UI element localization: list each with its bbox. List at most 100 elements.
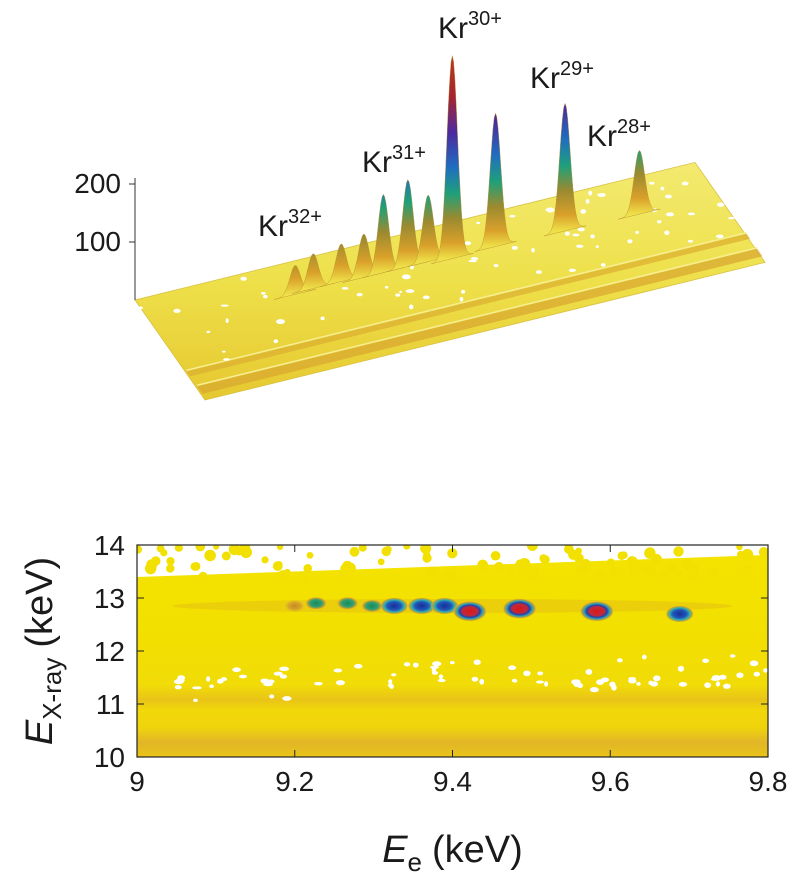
empty-pixel — [715, 681, 721, 687]
charge-state: 30+ — [468, 8, 502, 30]
empty-pixel — [333, 668, 343, 673]
sparse-count — [650, 553, 662, 566]
empty-pixel — [389, 684, 394, 689]
floor-hole — [476, 221, 481, 225]
floor-hole — [356, 292, 363, 297]
sparse-count — [758, 547, 768, 557]
sparse-count — [709, 567, 720, 578]
floor-hole — [138, 306, 143, 310]
intensity-spot — [502, 598, 537, 619]
sparse-count — [626, 556, 638, 568]
charge-state: 31+ — [392, 142, 426, 164]
floor-hole — [464, 241, 472, 246]
floor-hole — [649, 181, 655, 185]
floor-hole — [572, 233, 580, 237]
intensity-spot — [407, 597, 436, 615]
sparse-count — [272, 561, 283, 571]
sparse-count — [515, 559, 526, 570]
empty-pixel — [192, 686, 202, 690]
floor-hole — [588, 190, 593, 196]
floor-hole — [493, 263, 499, 268]
floor-hole — [470, 256, 479, 261]
empty-pixel — [719, 674, 727, 680]
x-tick-label: 9.8 — [749, 766, 788, 797]
label-symbol: E — [382, 829, 408, 871]
sparse-count — [609, 566, 618, 575]
x-tick-label: 9.6 — [591, 766, 630, 797]
y-tick-label: 13 — [94, 583, 125, 614]
floor-hole — [535, 270, 542, 274]
z-tick-label: 200 — [74, 168, 121, 199]
floor-hole — [577, 227, 585, 232]
floor-hole — [728, 216, 735, 220]
sparse-count — [447, 548, 458, 559]
sparse-count — [674, 568, 683, 577]
empty-pixel — [279, 674, 288, 679]
floor-ridge — [186, 233, 751, 377]
floor-hole — [657, 220, 662, 224]
intensity-spot — [305, 596, 328, 610]
empty-pixel — [650, 681, 659, 687]
empty-pixel — [232, 667, 241, 673]
x-tick-label: 9.4 — [433, 766, 472, 797]
y-tick-label: 14 — [94, 530, 125, 561]
ridge-highlight — [186, 231, 747, 371]
empty-pixel — [220, 677, 228, 682]
empty-pixel — [585, 668, 593, 675]
sparse-count — [644, 564, 656, 577]
sparse-count — [204, 549, 216, 562]
empty-pixel — [388, 679, 393, 684]
floor-hole — [261, 291, 266, 295]
floor-hole — [635, 230, 640, 234]
sparse-count — [137, 545, 143, 554]
sparse-count — [740, 565, 752, 578]
empty-pixel — [711, 675, 722, 681]
empty-pixel — [354, 663, 363, 669]
empty-pixel — [628, 678, 637, 684]
empty-pixel — [523, 670, 531, 677]
empty-pixel — [238, 674, 247, 679]
floor-hole — [665, 212, 675, 217]
intensity-spot — [283, 599, 306, 613]
z-tick-label: 100 — [74, 226, 121, 257]
floor-hole — [546, 207, 555, 213]
floor-hole — [422, 295, 430, 300]
floor-hole — [401, 274, 411, 280]
floor-hole — [220, 304, 229, 307]
floor-hole — [509, 214, 516, 218]
empty-pixel — [431, 671, 439, 675]
ion-symbol: Kr — [362, 146, 392, 179]
sparse-count — [198, 571, 208, 581]
floor-hole — [664, 230, 670, 236]
sparse-count — [146, 559, 158, 571]
empty-pixel — [391, 673, 397, 677]
floor-hole — [273, 339, 279, 344]
floor-hole — [225, 318, 229, 324]
peak — [274, 265, 317, 300]
empty-pixel — [403, 662, 411, 667]
sparse-count — [384, 545, 392, 553]
empty-pixel — [193, 698, 198, 702]
empty-pixel — [479, 678, 485, 685]
floor-hole — [590, 234, 595, 239]
intensity-spot — [380, 597, 409, 615]
floor-hole — [222, 350, 226, 353]
x-tick-label: 9 — [129, 766, 145, 797]
ion-symbol: Kr — [438, 12, 468, 45]
floor-hole — [597, 192, 606, 198]
empty-pixel — [616, 658, 623, 663]
sparse-count — [420, 545, 432, 554]
sparse-count — [338, 570, 346, 578]
sparse-count — [606, 558, 616, 567]
empty-pixel — [653, 675, 661, 682]
map-background — [137, 545, 768, 757]
empty-pixel — [266, 681, 272, 687]
sparse-count — [235, 548, 243, 556]
label-subscript: X-ray — [37, 658, 67, 720]
empty-pixel — [763, 668, 768, 673]
x-axis-label: Ee (keV) — [382, 829, 523, 877]
floor-hole — [460, 289, 466, 294]
sparse-count — [673, 546, 684, 557]
empty-pixel — [471, 676, 479, 682]
